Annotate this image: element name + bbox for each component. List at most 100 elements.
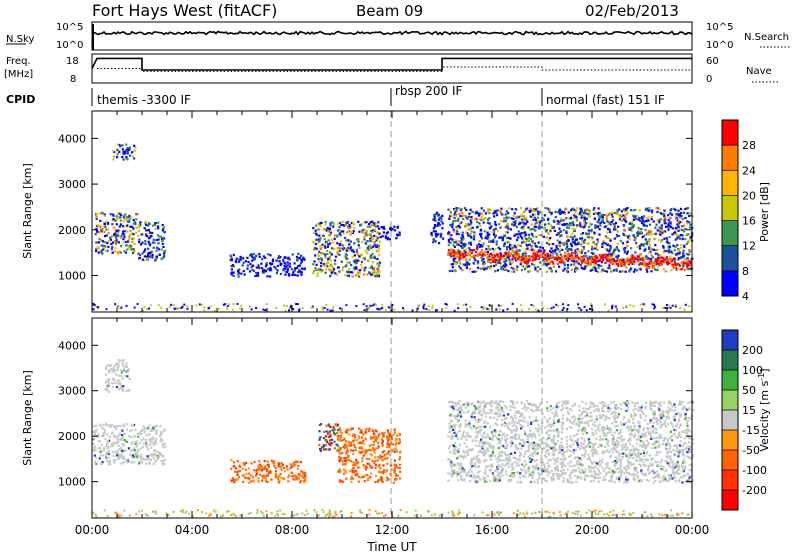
power-point bbox=[377, 264, 381, 267]
power-point bbox=[571, 251, 574, 254]
velocity-point bbox=[657, 402, 660, 405]
power-point bbox=[479, 225, 482, 228]
power-point bbox=[573, 228, 577, 231]
power-point bbox=[681, 234, 684, 237]
power-point bbox=[630, 254, 633, 257]
velocity-point bbox=[367, 477, 370, 480]
velocity-point bbox=[563, 450, 566, 454]
power-point bbox=[131, 155, 134, 158]
power-point bbox=[479, 233, 482, 236]
power-point bbox=[178, 307, 181, 310]
power-point bbox=[487, 253, 490, 256]
power-point bbox=[579, 224, 582, 227]
power-point bbox=[615, 229, 618, 232]
velocity-point bbox=[450, 475, 453, 478]
velocity-point bbox=[110, 423, 114, 427]
velocity-point bbox=[252, 480, 255, 483]
power-point bbox=[625, 258, 628, 261]
power-point bbox=[532, 305, 535, 308]
velocity-point bbox=[399, 456, 402, 459]
power-point bbox=[122, 150, 125, 154]
velocity-point bbox=[691, 479, 694, 482]
velocity-point bbox=[478, 406, 481, 409]
power-point bbox=[138, 254, 142, 257]
velocity-point bbox=[381, 459, 385, 462]
power-point bbox=[352, 248, 355, 251]
power-point bbox=[550, 251, 553, 254]
power-point bbox=[614, 261, 617, 264]
velocity-point bbox=[535, 427, 538, 430]
power-point bbox=[258, 253, 261, 256]
power-point bbox=[480, 244, 483, 247]
velocity-point bbox=[373, 451, 376, 454]
power-point bbox=[280, 262, 283, 266]
power-point bbox=[608, 230, 612, 234]
velocity-point bbox=[667, 417, 670, 420]
velocity-point bbox=[495, 457, 498, 461]
power-point bbox=[341, 269, 344, 272]
power-point bbox=[480, 256, 483, 259]
velocity-point bbox=[294, 460, 297, 463]
power-point bbox=[613, 228, 616, 231]
velocity-point bbox=[121, 456, 124, 460]
power-point bbox=[116, 148, 119, 152]
power-point bbox=[172, 304, 175, 307]
velocity-point bbox=[652, 471, 655, 474]
velocity-point bbox=[142, 428, 145, 431]
power-point bbox=[284, 256, 287, 259]
freq-ytick-bottom: 8 bbox=[70, 74, 76, 85]
velocity-point bbox=[92, 442, 95, 445]
power-point bbox=[645, 262, 648, 265]
velocity-point bbox=[339, 435, 343, 438]
velocity-point bbox=[619, 461, 622, 464]
velocity-point bbox=[304, 475, 307, 478]
velocity-point bbox=[550, 447, 553, 450]
power-point bbox=[160, 257, 163, 260]
velocity-point bbox=[609, 431, 612, 434]
velocity-point bbox=[496, 438, 499, 441]
power-point bbox=[667, 258, 670, 261]
power-point bbox=[642, 235, 645, 238]
power-point bbox=[537, 220, 540, 223]
velocity-point bbox=[261, 474, 265, 477]
power-point bbox=[587, 234, 590, 237]
power-point bbox=[563, 212, 566, 215]
power-point bbox=[563, 261, 566, 264]
power-point bbox=[621, 263, 624, 266]
power-point bbox=[656, 219, 659, 222]
power-point bbox=[652, 220, 655, 223]
velocity-point bbox=[511, 462, 514, 465]
power-point bbox=[112, 214, 115, 217]
power-point bbox=[572, 217, 575, 220]
power-point bbox=[369, 244, 372, 247]
power-point bbox=[621, 242, 624, 245]
power-point bbox=[371, 237, 374, 240]
power-point bbox=[488, 233, 491, 236]
power-point bbox=[645, 268, 648, 271]
velocity-point bbox=[287, 476, 290, 479]
velocity-point bbox=[395, 449, 398, 452]
power-point bbox=[504, 257, 507, 260]
power-point bbox=[622, 208, 626, 211]
power-point bbox=[105, 249, 108, 252]
power-point bbox=[508, 207, 511, 210]
power-point bbox=[676, 233, 679, 236]
power-point bbox=[349, 233, 352, 236]
power-point bbox=[592, 212, 596, 215]
power-point bbox=[674, 253, 677, 256]
velocity-point bbox=[614, 443, 617, 446]
velocity-point bbox=[398, 433, 401, 436]
power-point bbox=[319, 238, 322, 241]
power-point bbox=[490, 255, 493, 258]
power-point bbox=[534, 244, 537, 247]
velocity-point bbox=[100, 462, 103, 465]
velocity-point bbox=[383, 431, 386, 434]
power-point bbox=[536, 245, 539, 248]
power-point bbox=[495, 210, 498, 213]
power-point bbox=[677, 249, 680, 252]
power-point bbox=[364, 241, 367, 245]
velocity-point bbox=[292, 478, 295, 481]
power-point bbox=[589, 215, 592, 218]
velocity-point bbox=[380, 476, 383, 479]
power-point bbox=[376, 307, 379, 310]
